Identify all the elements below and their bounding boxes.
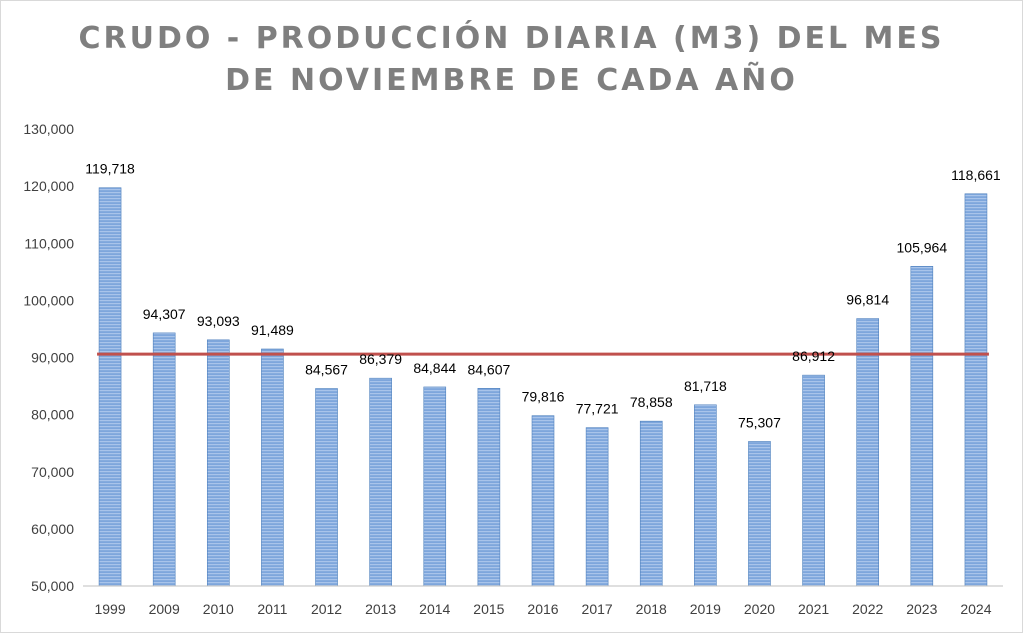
- y-tick-label: 70,000: [31, 464, 74, 480]
- y-tick-label: 130,000: [23, 121, 74, 137]
- bar-2018: [639, 420, 663, 587]
- y-tick-label: 100,000: [23, 292, 74, 308]
- x-tick-label: 2014: [419, 601, 450, 617]
- x-tick-label: 2015: [473, 601, 504, 617]
- data-label-2023: 105,964: [897, 239, 948, 255]
- bar-2022: [856, 318, 880, 587]
- y-tick-label: 50,000: [31, 578, 74, 594]
- data-label-2021: 86,912: [792, 348, 835, 364]
- data-label-2009: 94,307: [143, 306, 186, 322]
- data-label-2011: 91,489: [251, 322, 294, 338]
- x-tick-label: 2019: [690, 601, 721, 617]
- y-tick-label: 80,000: [31, 407, 74, 423]
- y-tick-label: 110,000: [24, 235, 74, 251]
- bars: [98, 187, 988, 587]
- x-tick-label: 2024: [960, 601, 991, 617]
- bar-2020: [748, 441, 771, 587]
- x-axis: 1999 2009 2010 2011 2012 2013 2014 2015 2016 2017…: [83, 585, 1003, 617]
- x-tick-label: 2020: [744, 601, 775, 617]
- data-label-2019: 81,718: [684, 378, 727, 394]
- x-tick-label: 2013: [365, 601, 396, 617]
- data-label-2013: 86,379: [359, 351, 402, 367]
- chart-title-line-1: CRUDO - PRODUCCIÓN DIARIA (M3) DEL MES: [78, 21, 945, 56]
- bar-2021: [802, 374, 825, 587]
- x-tick-label: 2010: [203, 601, 234, 617]
- bar-1999: [98, 187, 122, 587]
- x-tick-label: 2016: [527, 601, 558, 617]
- bar-2012: [315, 388, 338, 587]
- data-label-2020: 75,307: [738, 414, 781, 430]
- bar-2013: [369, 377, 392, 587]
- chart-title: CRUDO - PRODUCCIÓN DIARIA (M3) DEL MES D…: [0, 18, 1023, 102]
- data-label-2010: 93,093: [197, 313, 240, 329]
- x-tick-label: 2009: [149, 601, 180, 617]
- y-tick-label: 60,000: [31, 521, 74, 537]
- x-tick-label: 2017: [582, 601, 613, 617]
- data-label-2017: 77,721: [576, 401, 619, 417]
- bar-2009: [152, 332, 176, 587]
- data-label-2016: 79,816: [522, 389, 565, 405]
- data-label-2015: 84,607: [467, 361, 510, 377]
- y-tick-label: 90,000: [31, 350, 74, 366]
- bar-2014: [423, 386, 447, 587]
- bar-2024: [964, 193, 988, 587]
- data-label-1999: 119,718: [85, 161, 135, 177]
- bar-2010: [206, 339, 230, 587]
- x-tick-label: 2012: [311, 601, 342, 617]
- bar-2019: [694, 404, 717, 587]
- data-label-2024: 118,661: [951, 167, 1001, 183]
- data-label-2018: 78,858: [630, 394, 673, 410]
- y-tick-label: 120,000: [23, 178, 74, 194]
- x-tick-label: 2022: [852, 601, 883, 617]
- data-label-2014: 84,844: [413, 360, 456, 376]
- x-tick-label: 1999: [94, 601, 125, 617]
- data-label-2022: 96,814: [846, 292, 889, 308]
- x-tick-label: 2011: [257, 601, 287, 617]
- bar-2023: [910, 266, 934, 587]
- bar-2016: [531, 415, 555, 587]
- data-label-2012: 84,567: [305, 362, 348, 378]
- x-tick-label: 2021: [798, 601, 829, 617]
- x-tick-label: 2023: [906, 601, 937, 617]
- chart-title-line-2: DE NOVIEMBRE DE CADA AÑO: [225, 63, 798, 98]
- data-labels: 119,718 94,307 93,093 91,489 84,567 86,379 84,…: [85, 161, 1001, 431]
- bar-2015: [477, 388, 501, 587]
- bar-2017: [585, 427, 609, 587]
- bar-2011: [261, 348, 284, 587]
- x-tick-label: 2018: [636, 601, 667, 617]
- y-axis: 50,000 60,000 70,000 80,000 90,000 100,000 110…: [23, 121, 74, 594]
